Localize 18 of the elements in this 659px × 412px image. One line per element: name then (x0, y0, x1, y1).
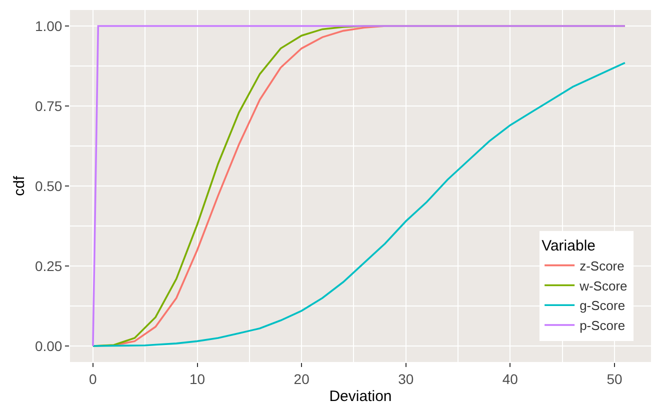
x-tick-label: 20 (294, 370, 310, 387)
y-tick-label: 0.75 (34, 98, 62, 114)
y-tick-label: 0.50 (34, 178, 62, 194)
legend-label: g-Score (580, 298, 626, 314)
y-tick-label: 0.25 (34, 258, 62, 274)
y-tick-label: 1.00 (34, 18, 62, 34)
legend-label: z-Score (580, 258, 624, 274)
x-axis-title: Deviation (329, 388, 392, 405)
y-axis-title: cdf (11, 175, 28, 196)
legend-label: w-Score (578, 278, 628, 294)
x-tick-label: 50 (606, 370, 622, 387)
x-tick-label: 10 (189, 370, 206, 387)
y-tick-label: 0.00 (34, 338, 62, 354)
x-tick-label: 0 (89, 370, 98, 387)
x-tick-label: 30 (398, 370, 414, 387)
legend-title: Variable (542, 237, 596, 254)
x-tick-label: 40 (502, 370, 518, 387)
legend-label: p-Score (580, 318, 626, 334)
